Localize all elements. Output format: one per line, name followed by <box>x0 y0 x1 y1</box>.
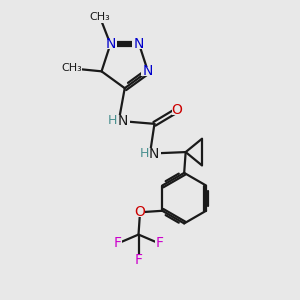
FancyBboxPatch shape <box>172 106 182 115</box>
Text: N: N <box>105 37 116 51</box>
FancyBboxPatch shape <box>108 115 130 127</box>
FancyBboxPatch shape <box>113 239 122 248</box>
FancyBboxPatch shape <box>134 255 143 264</box>
FancyBboxPatch shape <box>155 239 164 248</box>
FancyBboxPatch shape <box>139 148 161 159</box>
Text: CH₃: CH₃ <box>61 63 82 74</box>
Text: F: F <box>155 236 163 250</box>
Text: N: N <box>134 37 144 51</box>
FancyBboxPatch shape <box>141 67 154 76</box>
Text: CH₃: CH₃ <box>90 12 110 22</box>
FancyBboxPatch shape <box>132 40 146 49</box>
FancyBboxPatch shape <box>61 62 82 74</box>
Text: N: N <box>143 64 153 78</box>
Text: F: F <box>114 236 122 250</box>
Text: H: H <box>108 114 118 128</box>
FancyBboxPatch shape <box>90 11 110 23</box>
Text: O: O <box>171 103 182 118</box>
Text: H: H <box>140 147 149 160</box>
FancyBboxPatch shape <box>135 208 145 217</box>
Text: N: N <box>117 114 128 128</box>
Text: F: F <box>134 253 142 267</box>
Text: O: O <box>135 205 146 219</box>
Text: N: N <box>148 147 159 160</box>
FancyBboxPatch shape <box>104 40 117 49</box>
